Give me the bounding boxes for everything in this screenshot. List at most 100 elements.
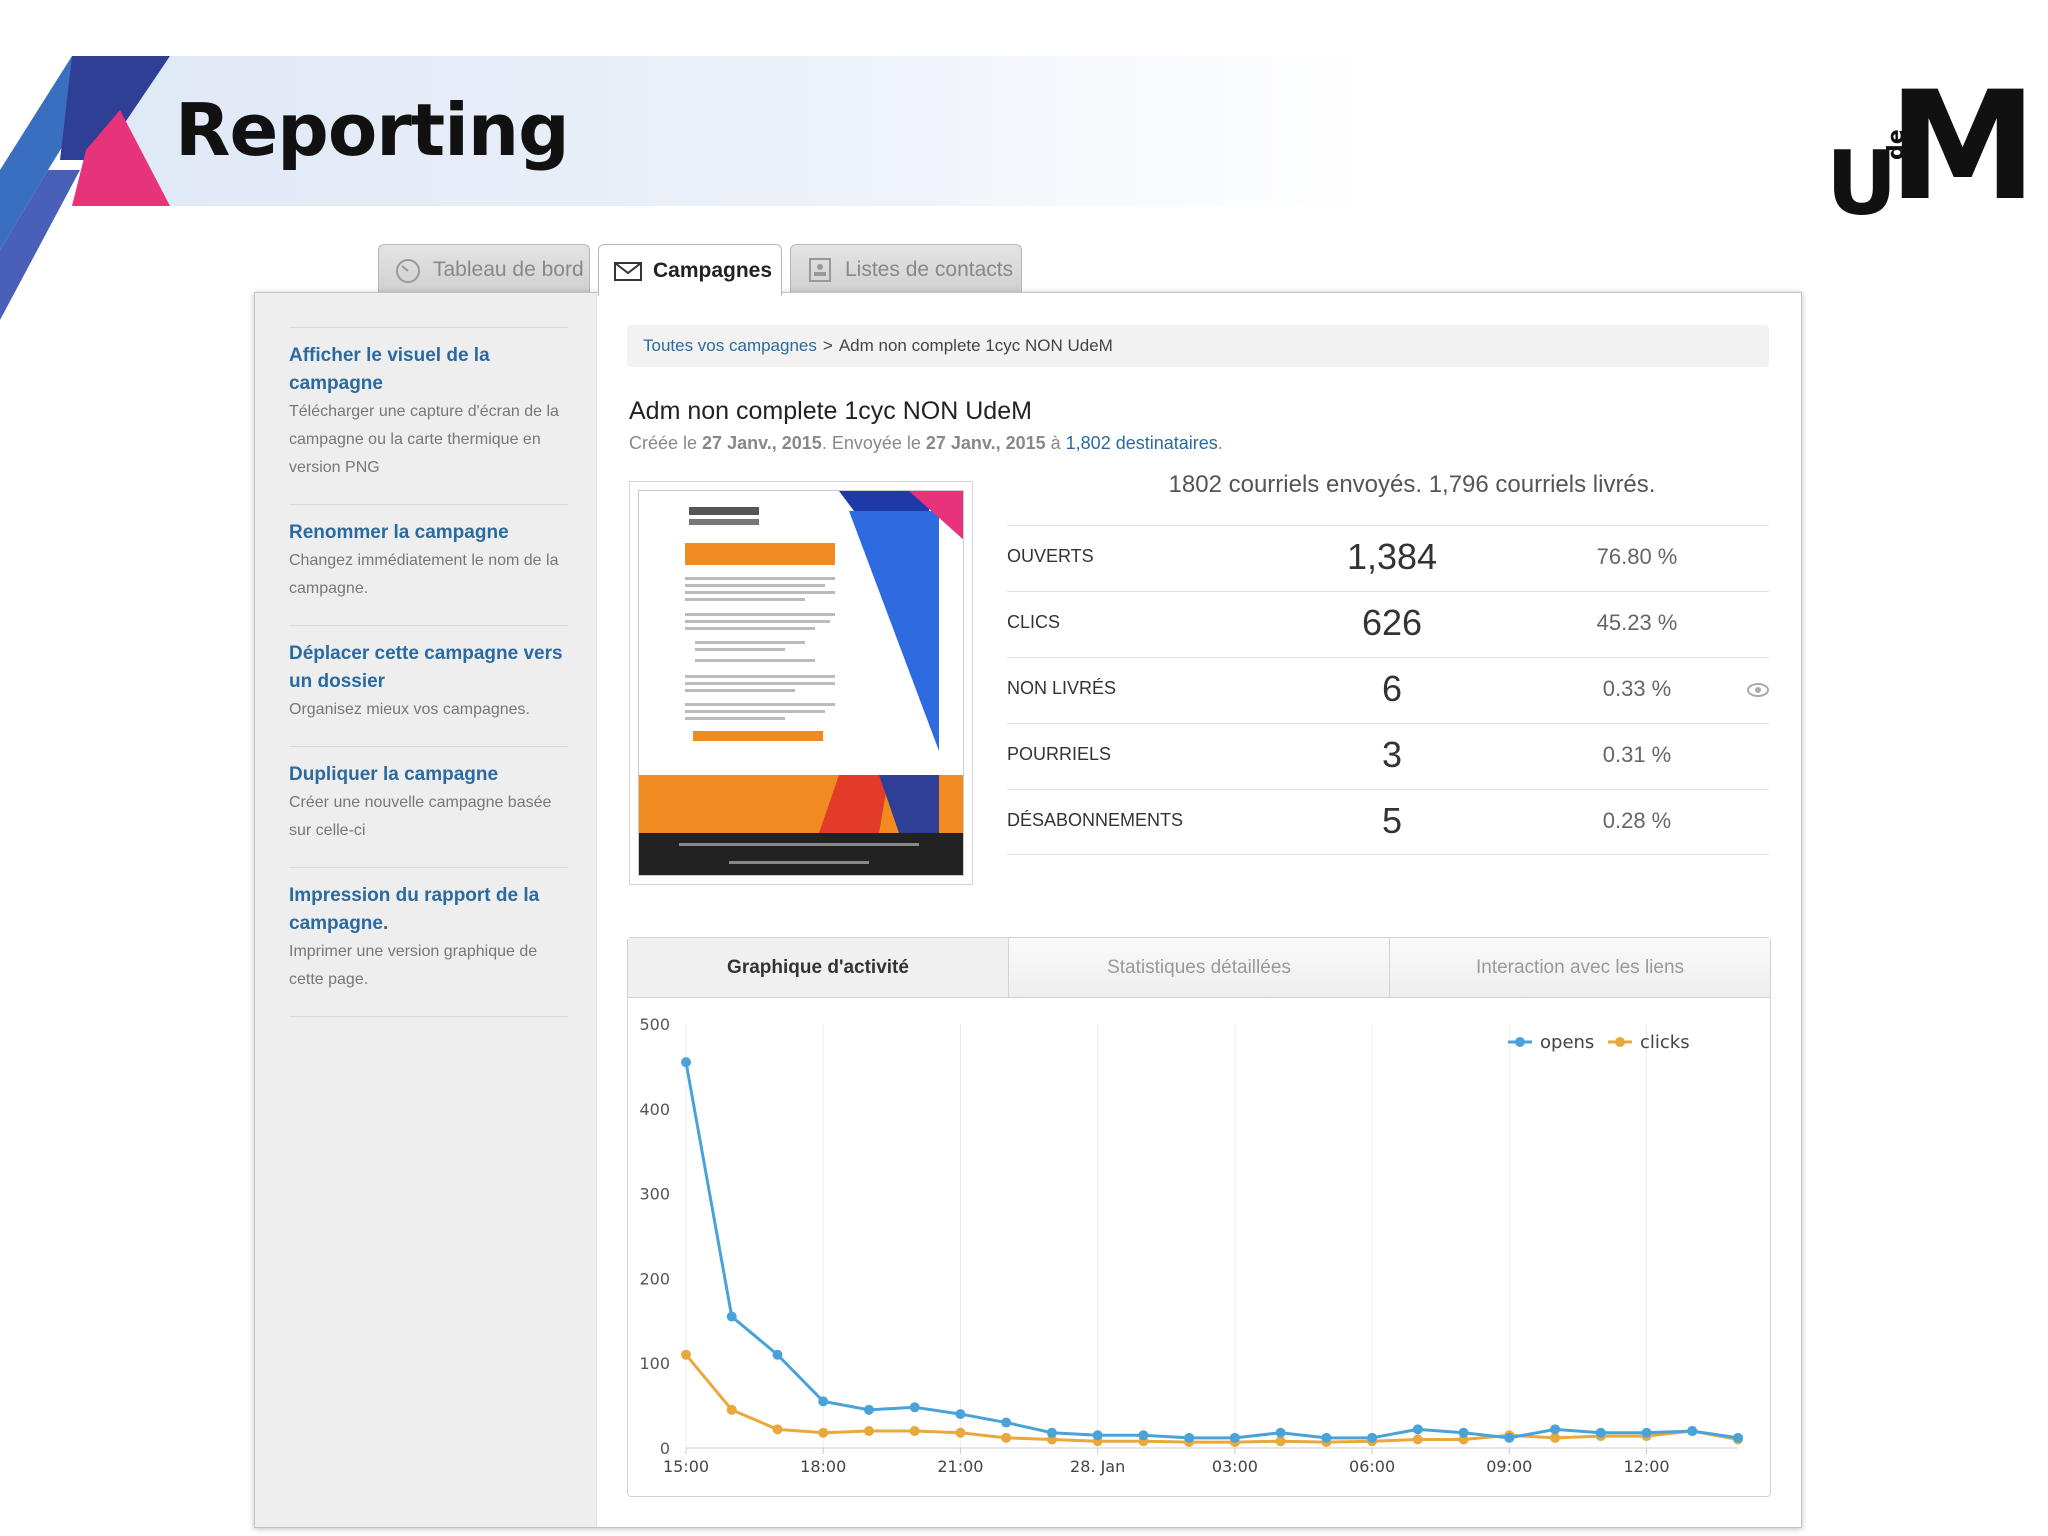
sidebar-item-title[interactable]: Afficher le visuel de la campagne: [289, 345, 490, 394]
data-point-opens: [1733, 1432, 1743, 1443]
x-tick-label: 09:00: [1486, 1457, 1532, 1476]
breadcrumb-link-all-campaigns[interactable]: Toutes vos campagnes: [643, 336, 817, 355]
stat-percent: 0.33 %: [1602, 676, 1672, 701]
stat-label: POURRIELS: [1007, 744, 1112, 764]
campaign-meta: Créée le 27 Janv., 2015. Envoyée le 27 J…: [629, 433, 1223, 454]
envelope-icon: [614, 261, 642, 281]
email-preview-graphic: [639, 491, 963, 875]
data-point-opens: [1321, 1432, 1332, 1443]
sidebar-item-view-visual[interactable]: Afficher le visuel de la campagne Téléch…: [289, 327, 568, 504]
sidebar-item-print-report[interactable]: Impression du rapport de la campagne. Im…: [289, 867, 568, 1017]
tab-detailed-stats[interactable]: Statistiques détaillées: [1008, 938, 1389, 997]
sidebar-item-duplicate[interactable]: Dupliquer la campagne Créer une nouvelle…: [289, 746, 568, 867]
created-prefix: Créée le: [629, 433, 703, 453]
stat-row-unsubscribes: DÉSABONNEMENTS 5 0.28 %: [1007, 789, 1769, 855]
eye-icon[interactable]: [1747, 682, 1769, 698]
data-point-opens: [1504, 1432, 1515, 1443]
campaign-title: Adm non complete 1cyc NON UdeM: [629, 397, 1032, 425]
stat-value: 626: [1361, 602, 1423, 643]
sidebar-item-title[interactable]: Déplacer cette campagne vers un dossier: [289, 643, 563, 692]
tab-label: Tableau de bord: [433, 257, 584, 281]
data-point-clicks: [681, 1349, 691, 1360]
data-point-opens: [1367, 1432, 1378, 1443]
y-tick-label: 200: [639, 1269, 670, 1288]
activity-panel: Graphique d'activité Statistiques détail…: [627, 937, 1771, 1497]
data-point-opens: [909, 1402, 920, 1413]
sent-suffix: à: [1045, 433, 1066, 453]
tab-campagnes[interactable]: Campagnes: [598, 244, 782, 296]
y-tick-label: 400: [639, 1100, 670, 1119]
x-tick-label: 06:00: [1349, 1457, 1395, 1476]
stat-value: 3: [1381, 734, 1403, 775]
x-tick-label: 28. Jan: [1070, 1457, 1125, 1476]
sidebar-item-title[interactable]: Renommer la campagne: [289, 522, 509, 543]
sidebar-item-title[interactable]: Impression du rapport de la campagne.: [289, 885, 540, 934]
tab-label: Listes de contacts: [845, 257, 1014, 281]
tab-link-interaction[interactable]: Interaction avec les liens: [1389, 938, 1770, 997]
sent-prefix: . Envoyée le: [821, 433, 926, 453]
data-point-opens: [1687, 1426, 1698, 1437]
tab-activity-chart[interactable]: Graphique d'activité: [628, 938, 1008, 997]
tab-label: Campagnes: [653, 258, 773, 282]
data-point-opens: [1138, 1430, 1149, 1441]
breadcrumb: Toutes vos campagnes > Adm non complete …: [627, 325, 1769, 367]
legend-label-clicks: clicks: [1640, 1032, 1690, 1053]
stat-row-clicks: CLICS 626 45.23 %: [1007, 591, 1769, 657]
logo-u: U: [1826, 132, 1898, 235]
email-preview: [638, 490, 964, 876]
tab-listes-de-contacts[interactable]: Listes de contacts: [790, 244, 1022, 294]
created-date: 27 Janv., 2015: [702, 433, 822, 453]
data-point-clicks: [818, 1427, 829, 1438]
data-point-opens: [1595, 1427, 1606, 1438]
data-point-opens: [1550, 1424, 1561, 1435]
stat-row-bounced: NON LIVRÉS 6 0.33 %: [1007, 657, 1769, 723]
udem-logo: U de M: [1826, 72, 2037, 235]
stat-row-opens: OUVERTS 1,384 76.80 %: [1007, 525, 1769, 591]
stat-percent: 0.28 %: [1602, 808, 1672, 833]
recipients-link[interactable]: 1,802 destinataires: [1065, 433, 1218, 453]
sidebar-item-title[interactable]: Dupliquer la campagne: [289, 764, 499, 785]
sidebar-item-rename[interactable]: Renommer la campagne Changez immédiateme…: [289, 504, 568, 625]
breadcrumb-separator: >: [822, 336, 833, 355]
data-point-clicks: [1550, 1432, 1561, 1443]
stat-value: 1,384: [1346, 536, 1438, 577]
x-tick-label: 15:00: [663, 1457, 709, 1476]
sidebar-item-desc: Organisez mieux vos campagnes.: [289, 701, 530, 718]
series-line-clicks: [684, 1353, 1739, 1444]
y-tick-label: 500: [639, 1015, 670, 1034]
data-point-clicks: [863, 1426, 874, 1437]
sidebar-item-desc: Télécharger une capture d'écran de la ca…: [289, 403, 559, 476]
stat-percent: 45.23 %: [1596, 610, 1678, 635]
sidebar-item-desc: Changez immédiatement le nom de la campa…: [289, 552, 559, 597]
data-point-opens: [955, 1409, 966, 1420]
data-point-opens: [1001, 1417, 1012, 1428]
data-point-opens: [1458, 1427, 1469, 1438]
legend-marker-opens: [1515, 1037, 1525, 1047]
tab-tableau-de-bord[interactable]: Tableau de bord: [378, 244, 590, 294]
x-tick-label: 21:00: [937, 1457, 983, 1476]
title-band: [90, 56, 1370, 206]
data-point-opens: [1641, 1427, 1652, 1438]
campaign-thumbnail[interactable]: [629, 481, 973, 885]
breadcrumb-current: Adm non complete 1cyc NON UdeM: [838, 336, 1113, 355]
y-tick-label: 300: [639, 1185, 670, 1204]
gauge-icon: [396, 258, 420, 283]
sidebar-item-move-to-folder[interactable]: Déplacer cette campagne vers un dossier …: [289, 625, 568, 746]
stat-percent: 0.31 %: [1602, 742, 1672, 767]
data-point-opens: [1046, 1427, 1057, 1438]
sent-date: 27 Janv., 2015: [925, 433, 1046, 453]
data-point-opens: [818, 1396, 829, 1407]
corner-decoration: [0, 56, 170, 320]
stat-value: 6: [1381, 668, 1403, 709]
data-point-opens: [1412, 1424, 1423, 1435]
logo-m: M: [1888, 60, 2038, 234]
x-tick-label: 18:00: [800, 1457, 846, 1476]
data-point-clicks: [772, 1424, 783, 1435]
data-point-opens: [1092, 1430, 1103, 1441]
stats-summary: 1802 courriels envoyés. 1,796 courriels …: [1168, 471, 1656, 498]
x-tick-label: 12:00: [1623, 1457, 1669, 1476]
data-point-clicks: [955, 1427, 966, 1438]
stat-label: DÉSABONNEMENTS: [1007, 810, 1184, 830]
legend-marker-clicks: [1615, 1037, 1625, 1047]
